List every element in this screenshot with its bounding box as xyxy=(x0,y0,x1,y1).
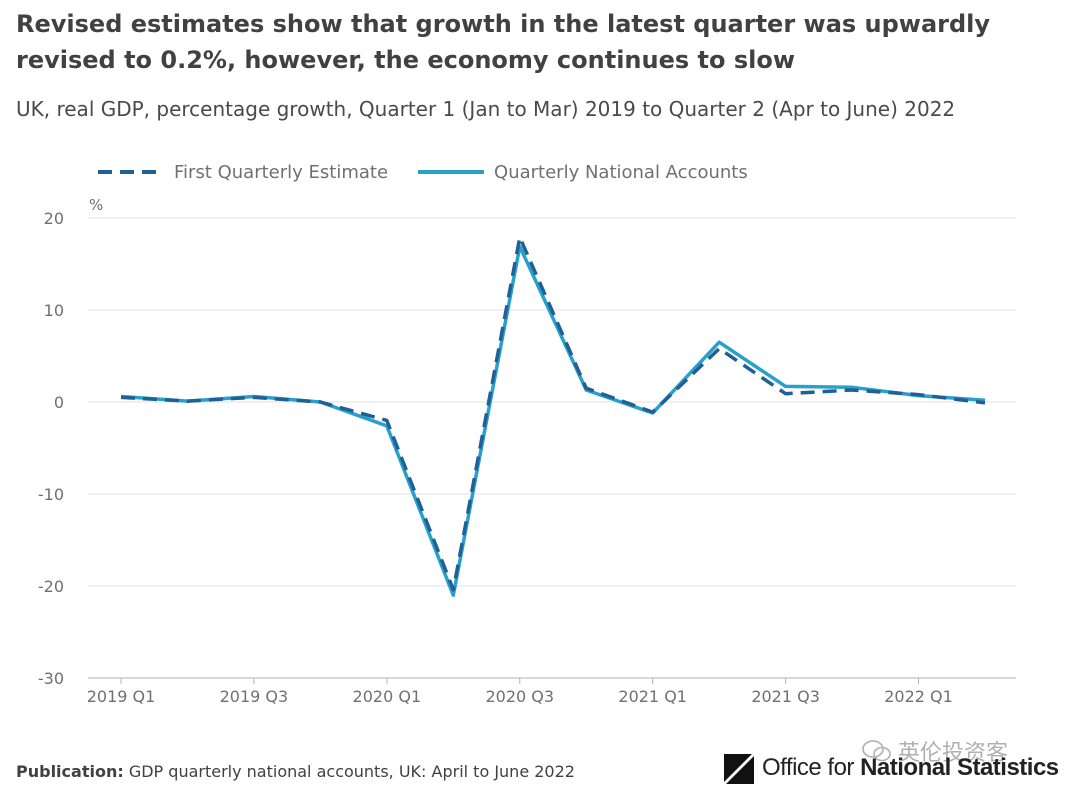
line-chart: 20 10 0 -10 -20 -30% 2019 Q1 2019 Q3 2020 Q1 2020… xyxy=(38,196,1016,706)
legend-swatch-dashed xyxy=(98,170,164,174)
grid-layer xyxy=(88,217,1016,679)
x-tick-label: 2022 Q1 xyxy=(884,687,953,706)
x-tick-label: 2021 Q1 xyxy=(618,687,687,706)
y-tick-label: 10 xyxy=(44,301,64,320)
y-tick-label: -30 xyxy=(38,669,64,688)
chart-subtitle: UK, real GDP, percentage growth, Quarter… xyxy=(16,97,956,121)
x-tick-label: 2019 Q3 xyxy=(220,687,289,706)
ons-logo-text: Office for National Statistics xyxy=(762,754,1059,781)
publication-text: GDP quarterly national accounts, UK: Apr… xyxy=(128,762,575,781)
x-tick-label: 2020 Q3 xyxy=(485,687,554,706)
x-tick-label: 2020 Q1 xyxy=(353,687,422,706)
legend-item-first-estimate: First Quarterly Estimate xyxy=(98,162,388,183)
series-line-quarterly-national-accounts xyxy=(120,244,986,597)
watermark: 英伦投资客 xyxy=(862,735,1008,767)
y-tick-label: -20 xyxy=(38,577,64,596)
chart-title: Revised estimates show that growth in th… xyxy=(16,10,991,74)
y-tick-label: 20 xyxy=(44,209,64,228)
x-tick-label: 2019 Q1 xyxy=(87,687,156,706)
watermark-text: 英伦投资客 xyxy=(898,741,1009,766)
y-axis-unit-label: % xyxy=(89,196,103,214)
legend-label-national-accounts: Quarterly National Accounts xyxy=(494,161,748,183)
legend-label-first-estimate: First Quarterly Estimate xyxy=(174,161,389,183)
series-layer xyxy=(120,235,986,597)
y-tick-label: 0 xyxy=(54,393,64,412)
axis-layer: 20 10 0 -10 -20 -30% 2019 Q1 2019 Q3 2020 Q1 2020… xyxy=(38,196,1016,706)
y-tick-label: -10 xyxy=(38,485,64,504)
legend-swatch-solid xyxy=(418,170,485,174)
legend-item-national-accounts: Quarterly National Accounts xyxy=(418,162,748,183)
publication-label: Publication: xyxy=(16,762,124,781)
x-tick-label: 2021 Q3 xyxy=(751,687,820,706)
chart-legend: First Quarterly Estimate Quarterly Natio… xyxy=(98,159,778,185)
publication-footer: Publication: GDP quarterly national acco… xyxy=(16,762,575,781)
ons-logo: Office for National Statistics xyxy=(724,752,1059,784)
series-line-first-quarterly-estimate xyxy=(120,235,986,592)
wechat-icon xyxy=(862,740,891,762)
ons-logo-icon xyxy=(724,754,754,784)
